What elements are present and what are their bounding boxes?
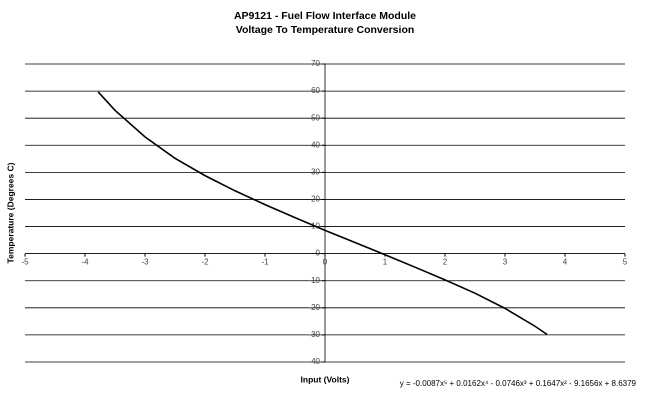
x-tick-label: 0 <box>323 258 328 267</box>
x-tick-label: -2 <box>201 258 209 267</box>
equation: y = -0.0087x⁵ + 0.0162x⁴ - 0.0746x³ + 0.… <box>400 379 637 388</box>
x-tick-label: 3 <box>503 258 508 267</box>
y-tick-label: 40 <box>311 140 320 149</box>
chart-title: AP9121 - Fuel Flow Interface Module <box>234 10 416 22</box>
y-tick-label: 70 <box>311 59 320 68</box>
y-tick-label: 60 <box>311 86 320 95</box>
line-series <box>97 91 548 336</box>
y-tick-label: -10 <box>308 276 320 285</box>
x-tick-label: 1 <box>383 258 388 267</box>
y-tick-label: -20 <box>308 303 320 312</box>
chart-subtitle: Voltage To Temperature Conversion <box>236 24 415 36</box>
y-tick-label: -40 <box>308 357 320 366</box>
x-axis-label: Input (Volts) <box>301 374 350 384</box>
x-tick-label: -3 <box>141 258 149 267</box>
x-tick-label: 5 <box>623 258 628 267</box>
x-tick-label: 4 <box>563 258 568 267</box>
y-axis-label: Temperature (Degrees C) <box>5 162 15 263</box>
y-tick-label: 50 <box>311 113 320 122</box>
y-tick-label: 30 <box>311 167 320 176</box>
x-tick-label: -1 <box>261 258 269 267</box>
x-tick-label: -4 <box>81 258 89 267</box>
y-tick-label: -30 <box>308 330 320 339</box>
x-tick-label: -5 <box>21 258 29 267</box>
x-tick-label: 2 <box>443 258 448 267</box>
y-tick-label: 20 <box>311 195 320 204</box>
